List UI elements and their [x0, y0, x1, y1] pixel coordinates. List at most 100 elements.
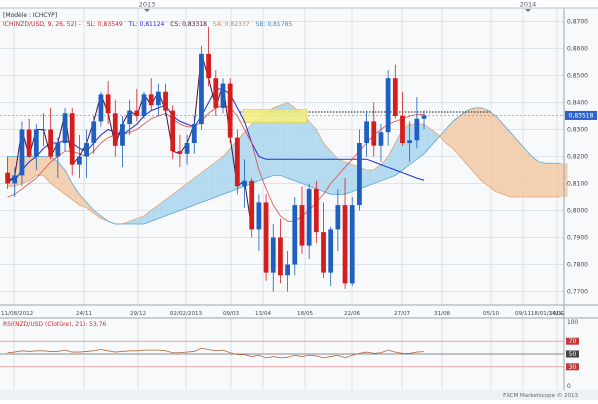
cloud-segment-bull: [373, 164, 381, 184]
rsi-tick-label: 30: [569, 365, 577, 371]
rsi-line: [7, 347, 425, 359]
candle-body-down: [263, 202, 269, 273]
candle-body-down: [206, 53, 212, 79]
cloud-segment-bear: [452, 116, 460, 157]
candle-body-up: [191, 124, 197, 143]
candle-body-down: [148, 94, 154, 106]
candle-body-up: [155, 91, 161, 106]
ichimoku-legend-name: ICH(NZD/USD, 9, 26, 52) -: [3, 21, 81, 28]
cloud-segment-bear: [488, 110, 496, 192]
y-tick-label: 0,8000: [567, 208, 588, 215]
candle-body-down: [234, 137, 240, 187]
candle-body-down: [48, 129, 54, 157]
cloud-segment-bull: [158, 199, 166, 219]
candle-body-up: [77, 156, 82, 165]
rsi-layer: 100 70 50 30 0: [0, 320, 579, 390]
candle-body-down: [213, 78, 219, 108]
cloud-segment-bull: [330, 151, 338, 195]
candle-body-down: [321, 232, 326, 273]
x-tick-label: 02/02/2013: [170, 311, 203, 317]
cloud-segment-bear: [474, 107, 482, 181]
candle-body-up: [33, 129, 39, 157]
candle-body-up: [41, 129, 46, 131]
candle-body-up: [270, 237, 276, 273]
cloud-segment-bear: [495, 116, 504, 195]
y-tick-label: 0,7900: [567, 235, 588, 242]
candle-body-up: [91, 121, 97, 143]
x-tick-label: 13/04: [255, 311, 272, 317]
candle-body-down: [299, 205, 305, 246]
cloud-segment-bull: [294, 107, 302, 184]
cloud-segment-bull: [337, 159, 346, 195]
y-tick-label: 0,8200: [567, 154, 588, 161]
x-tick-label: 09/03: [223, 311, 240, 317]
x-tick-label: 18/01/2014: [531, 311, 564, 317]
year-arrow-2014: [525, 9, 531, 12]
candle-body-down: [163, 91, 168, 111]
cloud-segment-bull: [165, 194, 173, 216]
cloud-segment-bear: [29, 156, 37, 181]
candle-body-down: [278, 237, 283, 276]
cloud-segment-bear: [517, 140, 525, 197]
candle-body-up: [328, 229, 334, 273]
cloud-segment-bull: [129, 218, 137, 224]
cloud-segment-bear: [50, 156, 58, 189]
candle-body-up: [306, 188, 312, 246]
candle-body-down: [249, 180, 255, 230]
cloud-segment-bear: [93, 210, 101, 219]
rsi-tick-badge: [566, 337, 579, 345]
candle-body-up: [357, 143, 362, 206]
cloud-segment-bear: [503, 124, 511, 197]
x-tick-label: 05/10: [483, 311, 500, 317]
cloud-segment-bear: [72, 183, 80, 206]
cloud-segment-bear: [79, 194, 87, 208]
candle-body-down: [134, 110, 140, 116]
y-tick-label: 0,7700: [567, 289, 588, 296]
year-ruler: [0, 0, 598, 8]
cloud-segment-bear: [438, 129, 446, 143]
candle-body-down: [5, 172, 10, 184]
cloud-segment-bull: [179, 183, 188, 211]
candle-body-down: [400, 116, 405, 143]
candle-body-down: [170, 110, 176, 152]
x-tick-label: 14/12: [549, 311, 565, 317]
year-arrow-2013: [144, 9, 150, 12]
x-tick-label: 09/11: [515, 311, 532, 317]
rsi-title: RSI(NZD/USD (Clotûre), 21): 53,76: [3, 321, 107, 328]
x-tick-label: 22/06: [344, 311, 361, 317]
y-tick-label: 0,8500: [567, 73, 588, 80]
x-tick-label: 18/05: [297, 311, 314, 317]
candle-body-up: [120, 124, 125, 146]
price-badge-text: 0,83518: [569, 112, 594, 119]
cloud-segment-bull: [194, 172, 202, 206]
senkou-b-line: [7, 107, 561, 225]
candle-body-up: [220, 83, 226, 108]
highlight-zone: [242, 109, 308, 123]
ichimoku-legend: ICH(NZD/USD, 9, 26, 52) - SL: 0,83549 TL…: [3, 21, 292, 28]
x-tick-label: 29/12: [130, 311, 146, 317]
rsi-tick-label: 70: [569, 339, 577, 345]
cloud-segment-bear: [553, 163, 561, 197]
candle-body-up: [414, 118, 420, 141]
cloud-segment-bear: [445, 121, 453, 149]
rsi-tick-badge: [566, 363, 579, 371]
candle-body-up: [12, 175, 18, 184]
candle-body-up: [256, 202, 262, 230]
price-axis-background: [564, 8, 598, 400]
rsi-tick-label: 50: [569, 352, 577, 358]
cloud-segment-bull: [424, 124, 432, 154]
sb-label: SB: 0,81785: [256, 21, 293, 28]
year-marker-2014: 2014: [520, 1, 537, 9]
cloud-segment-bear: [43, 156, 51, 184]
cloud-segment-bull: [258, 113, 267, 181]
candle-body-down: [342, 205, 348, 284]
cs-label: CS: 0,83318: [170, 21, 207, 28]
candle-body-up: [127, 110, 133, 125]
level-layer: [0, 109, 564, 123]
cloud-segment-bull: [208, 161, 216, 200]
x-tick-label: 31/08: [434, 311, 451, 317]
cloud-segment-bear: [57, 161, 66, 195]
cloud-segment-bull: [366, 170, 374, 187]
